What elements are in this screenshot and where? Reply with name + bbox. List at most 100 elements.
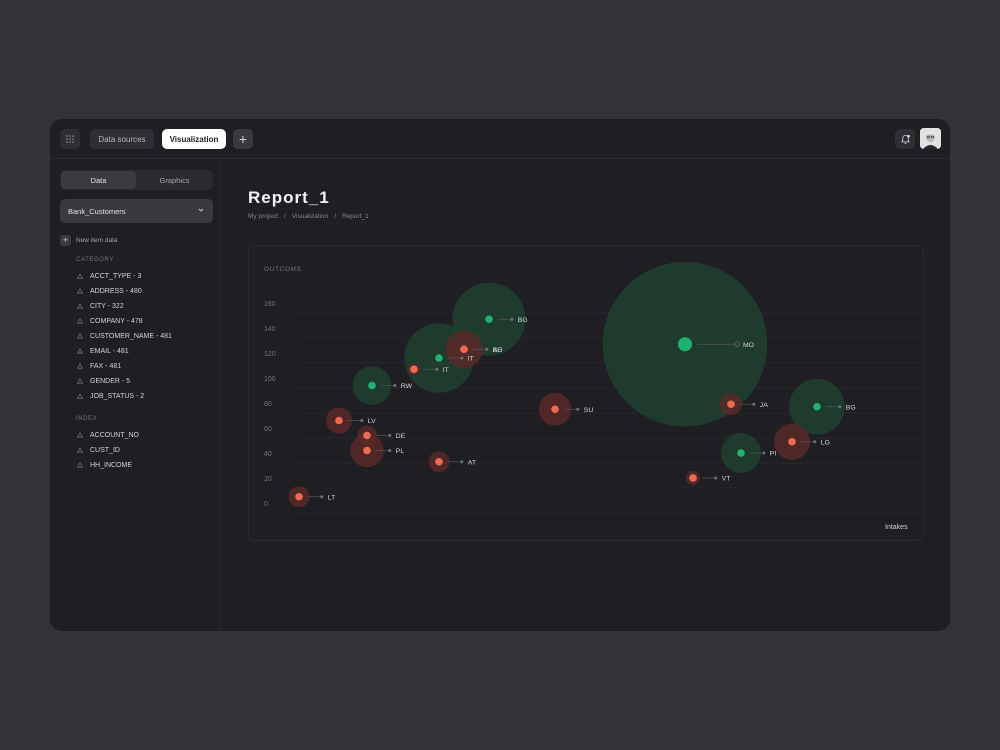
new-item-data-button[interactable]: + New item data: [60, 235, 118, 246]
field-label: ACCT_TYPE - 3: [90, 272, 142, 280]
bubble-label: LG: [821, 439, 830, 446]
breadcrumb-item-project[interactable]: My project: [248, 213, 278, 220]
bubble-connector-end: [460, 356, 464, 360]
bubble-label: PI: [770, 451, 777, 458]
tab-visualization[interactable]: Visualization: [162, 129, 226, 149]
bubble-connector-end: [460, 460, 464, 464]
y-tick-label: 60: [264, 426, 272, 433]
field-label: CUST_ID: [90, 446, 120, 454]
bubble-point: [460, 345, 468, 354]
bubble-point: [551, 405, 559, 414]
bubble-label: MO: [743, 342, 754, 349]
segment-data[interactable]: Data: [61, 171, 136, 189]
y-tick-label: 140: [264, 326, 276, 333]
field-type-icon: [77, 303, 83, 309]
field-label: COMPANY - 478: [90, 317, 143, 325]
breadcrumb-item-visualization[interactable]: Visualization: [291, 213, 329, 220]
category-field-item[interactable]: JOB_STATUS - 2: [77, 391, 144, 401]
y-axis-title: OUTCOMS: [264, 266, 302, 273]
bubble-point: [435, 354, 443, 362]
field-type-icon: [77, 288, 83, 294]
bubble-label: JA: [760, 402, 768, 409]
category-field-item[interactable]: CUSTOMER_NAME - 481: [77, 331, 172, 341]
x-axis-title: Intakes: [885, 524, 908, 531]
category-field-item[interactable]: FAX - 481: [77, 361, 121, 371]
bubble-connector-end: [576, 407, 580, 411]
bubble-connector-end: [838, 405, 842, 409]
category-field-item[interactable]: COMPANY - 478: [77, 316, 143, 326]
category-field-item[interactable]: CITY - 322: [77, 301, 124, 311]
bubble-point: [410, 365, 418, 374]
bubble-connector-end: [320, 495, 324, 499]
category-field-item[interactable]: EMAIL - 481: [77, 346, 129, 356]
bubble-point: [727, 400, 735, 409]
field-label: EMAIL - 481: [90, 347, 129, 355]
chevron-down-icon: [198, 208, 204, 212]
segment-graphics[interactable]: Graphics: [159, 175, 190, 185]
bubble-label: AT: [468, 459, 476, 466]
category-field-item[interactable]: GENDER - 5: [77, 376, 130, 386]
field-type-icon: [77, 393, 83, 399]
bubble-label: BG: [846, 404, 856, 411]
bubble-connector-end: [388, 448, 392, 453]
dataset-select[interactable]: Bank_Customers: [60, 199, 213, 223]
plus-icon[interactable]: +: [233, 129, 253, 149]
bubble-label: BE: [493, 347, 503, 354]
bubble-connector-end: [510, 317, 514, 321]
bubble-label: RW: [401, 383, 413, 390]
bubble-label: IT: [443, 367, 449, 374]
y-tick-label: 40: [264, 451, 272, 458]
field-label: FAX - 481: [90, 362, 122, 370]
field-type-icon: [77, 318, 83, 324]
data-graphics-toggle: Data Graphics: [60, 170, 213, 190]
bubble-connector-end: [714, 476, 718, 480]
bubble-connector-end: [360, 418, 364, 423]
bubble-label: PL: [396, 448, 405, 455]
bubble-connector-end: [762, 451, 766, 455]
bubble-chart: 0 20 40 60 80 100 120 140 160 MO BG IT BG PI RW AU LG PL S…: [264, 261, 925, 514]
field-label: GENDER - 5: [90, 377, 131, 385]
field-label: ACCOUNT_NO: [90, 431, 140, 439]
field-label: CITY - 322: [90, 302, 124, 310]
plus-icon: +: [60, 235, 71, 246]
category-field-item[interactable]: ADDRESS - 480: [77, 286, 142, 296]
tab-data-sources[interactable]: Data sources: [90, 129, 154, 149]
bubble-label: BG: [518, 317, 528, 324]
field-label: CUSTOMER_NAME - 481: [90, 332, 172, 340]
index-field-item[interactable]: ACCOUNT_NO: [77, 430, 139, 440]
field-type-icon: [77, 348, 83, 354]
y-tick-label: 160: [264, 301, 276, 308]
bubble-point: [485, 315, 493, 324]
new-item-label: New item data: [76, 237, 118, 244]
grid-dots-icon[interactable]: [60, 129, 80, 149]
breadcrumb-separator: /: [334, 213, 336, 220]
bubble-label: AU: [493, 347, 503, 354]
y-tick-label: 20: [264, 476, 272, 483]
bubble-point: [813, 402, 821, 411]
bubble-connector-end: [393, 383, 397, 388]
bubble-label: IT: [468, 356, 474, 363]
bell-icon[interactable]: [895, 129, 915, 149]
bubble-point: [678, 337, 692, 352]
breadcrumb: My project / Visualization / Report_1: [248, 213, 369, 220]
bubble-point: [363, 446, 371, 455]
bubble-connector-end: [813, 440, 817, 444]
avatar[interactable]: [920, 128, 941, 149]
bubble-point: [689, 474, 697, 482]
bubble-point: [295, 492, 303, 501]
index-field-item[interactable]: HH_INCOME: [77, 460, 132, 470]
field-label: JOB_STATUS - 2: [90, 392, 145, 400]
bubble-label: LV: [368, 418, 376, 425]
y-tick-label: 0: [264, 501, 268, 508]
breadcrumb-separator: /: [283, 213, 286, 220]
bubble-point: [363, 431, 371, 440]
sidebar: Data Graphics Bank_Customers + New item …: [50, 160, 221, 631]
bubble-point: [335, 416, 343, 425]
category-field-item[interactable]: ACCT_TYPE - 3: [77, 271, 141, 281]
bubble-point: [435, 457, 443, 466]
index-section-title: INDEX: [76, 416, 98, 422]
y-tick-label: 80: [264, 401, 272, 408]
bubble-label: LT: [328, 494, 335, 501]
category-section-title: CATEGORY: [76, 257, 114, 263]
index-field-item[interactable]: CUST_ID: [77, 445, 120, 455]
